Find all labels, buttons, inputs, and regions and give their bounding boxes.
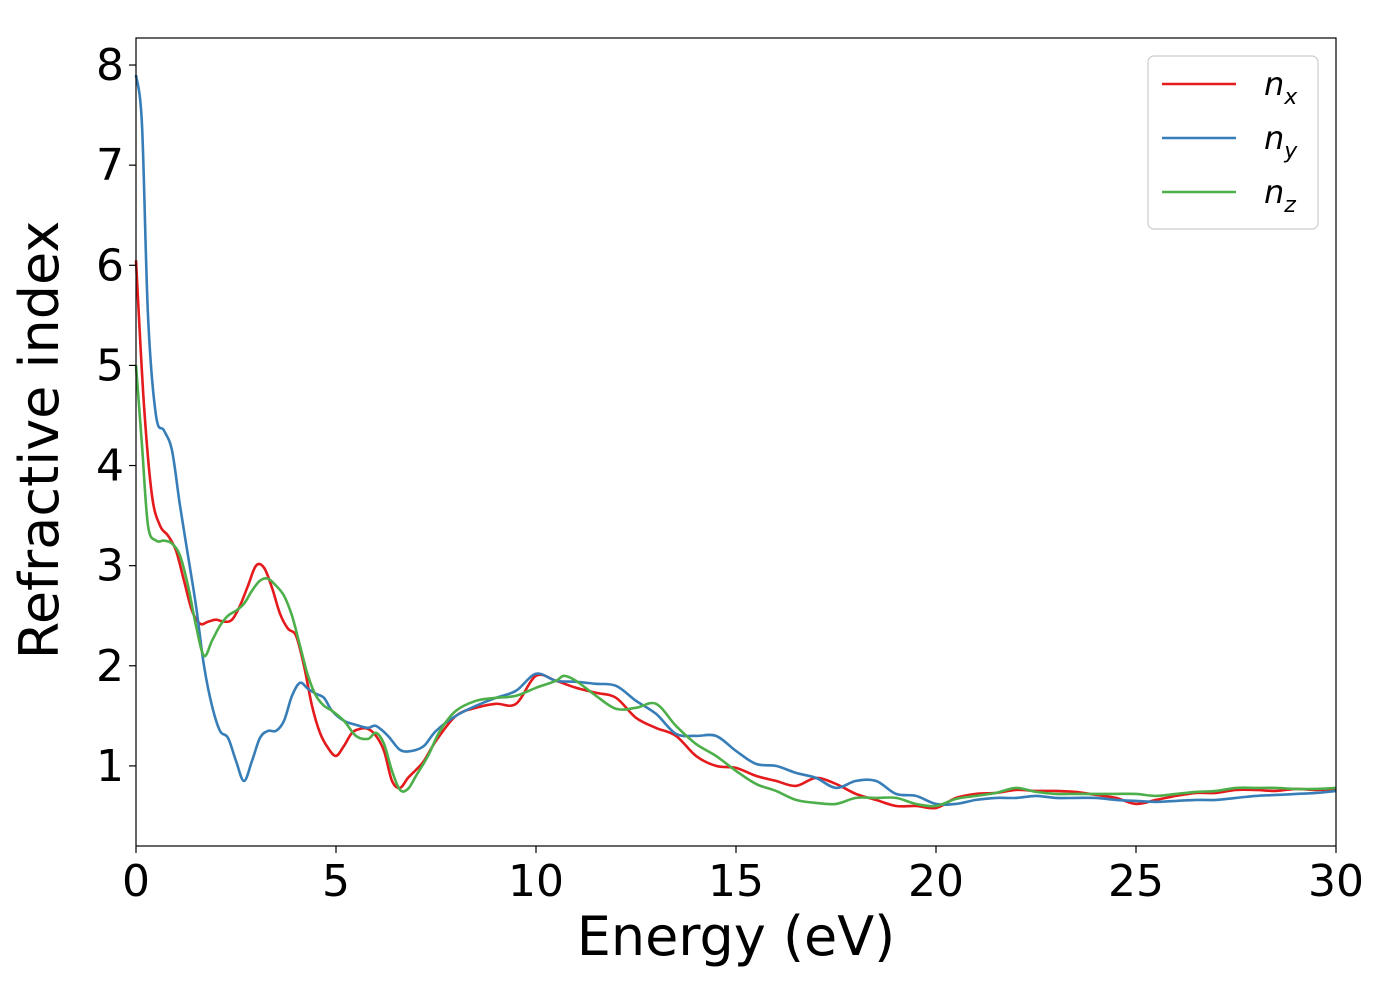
x-tick-label: 15 <box>708 856 764 907</box>
x-tick-label: 10 <box>508 856 564 907</box>
x-tick-label: 30 <box>1308 856 1364 907</box>
series-line-nx <box>134 260 1337 810</box>
y-tick-label: 3 <box>96 541 124 592</box>
y-tick-label: 7 <box>96 140 124 191</box>
y-axis-label: Refractive index <box>8 221 71 660</box>
x-axis: 0 5 10 15 20 25 30 <box>122 846 1364 907</box>
y-axis: 1 2 3 4 5 6 7 8 <box>96 40 136 792</box>
x-tick-label: 0 <box>122 856 150 907</box>
legend-label-nz: nz <box>1264 173 1296 218</box>
series-line-nz <box>134 365 1337 808</box>
y-tick-label: 2 <box>96 641 124 692</box>
legend-label-ny: ny <box>1264 119 1298 164</box>
x-axis-label: Energy (eV) <box>577 905 896 968</box>
legend-label-symbol: n <box>1264 173 1284 211</box>
series-layer <box>134 74 1337 810</box>
legend-label-symbol: n <box>1264 65 1284 103</box>
x-tick-label: 5 <box>322 856 350 907</box>
legend-label-subscript: x <box>1283 85 1298 110</box>
y-tick-label: 8 <box>96 40 124 91</box>
y-tick-label: 6 <box>96 240 124 291</box>
x-tick-label: 20 <box>908 856 964 907</box>
x-tick-label: 25 <box>1108 856 1164 907</box>
y-tick-label: 5 <box>96 340 124 391</box>
legend-label-subscript: z <box>1283 193 1296 218</box>
legend-label-nx: nx <box>1264 65 1298 110</box>
legend-label-subscript: y <box>1283 139 1298 164</box>
legend-box <box>1147 55 1319 230</box>
y-tick-label: 4 <box>96 441 124 492</box>
legend-label-symbol: n <box>1264 119 1284 157</box>
series-line-ny <box>134 74 1337 806</box>
y-tick-label: 1 <box>96 741 124 792</box>
